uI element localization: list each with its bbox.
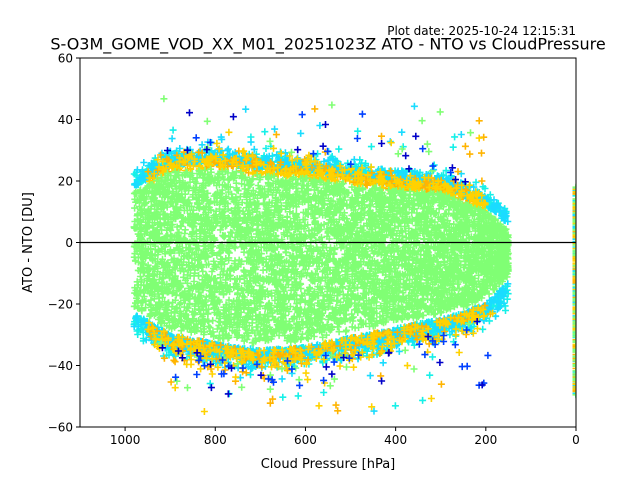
scatter-series xyxy=(144,128,576,415)
x-tick-label: 600 xyxy=(294,433,317,447)
y-tick-label: −20 xyxy=(48,298,73,312)
y-axis-label: ATO - NTO [DU] xyxy=(21,192,36,293)
y-tick-label: 40 xyxy=(58,113,73,127)
plot-date-label: Plot date: 2025-10-24 12:15:31 xyxy=(387,24,576,38)
y-tick-label: 0 xyxy=(65,236,73,250)
x-axis-ticks: 1000 800 600 400 200 0 xyxy=(110,427,580,447)
scatter-series xyxy=(130,95,576,399)
chart-title: S-O3M_GOME_VOD_XX_M01_20251023Z ATO - NT… xyxy=(50,35,605,55)
scatter-series xyxy=(158,109,486,398)
x-tick-label: 0 xyxy=(572,433,580,447)
x-tick-label: 200 xyxy=(474,433,497,447)
x-tick-label: 800 xyxy=(204,433,227,447)
y-tick-label: 60 xyxy=(58,52,73,66)
scatter-series xyxy=(172,110,492,389)
y-tick-label: −60 xyxy=(48,421,73,435)
x-tick-label: 1000 xyxy=(110,433,141,447)
x-tick-label: 400 xyxy=(384,433,407,447)
x-axis-label: Cloud Pressure [hPa] xyxy=(261,457,396,472)
y-tick-label: −40 xyxy=(48,359,73,373)
y-tick-label: 20 xyxy=(58,175,73,189)
y-axis-ticks: −60 −40 −20 0 20 40 60 xyxy=(48,52,80,435)
data-points xyxy=(130,95,576,415)
